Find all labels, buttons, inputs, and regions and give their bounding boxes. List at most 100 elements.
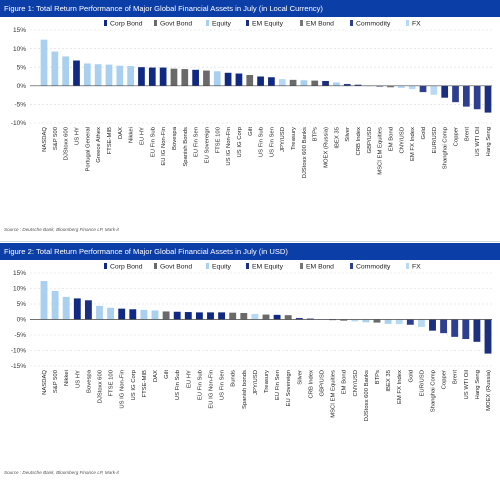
bar-djstoxx-600-banks xyxy=(300,80,308,86)
bar-s-p-500 xyxy=(51,290,59,320)
bar-msci-em-equities xyxy=(376,85,384,87)
x-tick-label: Brent xyxy=(464,127,470,141)
legend-swatch-corp-bond xyxy=(104,20,107,26)
x-tick-label: DJStoxx 600 xyxy=(98,369,104,403)
y-tick-label: -5% xyxy=(14,102,26,109)
bar-eu-sovereign xyxy=(203,70,210,86)
x-tick-label: EU Sovereign xyxy=(204,127,210,163)
bar-crb-index xyxy=(354,84,362,86)
figure-2-title: Figure 2: Total Return Performance of Ma… xyxy=(0,243,500,260)
x-tick-label: US Fin Sen xyxy=(269,127,275,157)
bar-eu-hy xyxy=(184,312,192,320)
x-tick-label: CRB Index xyxy=(356,127,362,156)
y-tick-label: 15% xyxy=(13,270,26,277)
bar-us-fin-sen xyxy=(218,312,226,320)
y-tick-label: -5% xyxy=(14,332,26,339)
x-tick-label: EU IG Non-Fin xyxy=(161,127,167,166)
x-tick-label: EU Fin Sub xyxy=(197,369,203,400)
x-tick-label: US IG Corp xyxy=(131,369,137,400)
y-tick-label: 15% xyxy=(13,27,26,34)
bar-bovespa xyxy=(84,300,92,320)
bar-dax xyxy=(151,310,159,320)
x-tick-label: CNY/USD xyxy=(353,370,359,397)
x-tick-label: US Fin Sub xyxy=(175,369,181,400)
x-tick-label: FTSE-MIB xyxy=(142,370,148,398)
x-tick-label: EM Bond xyxy=(342,370,348,394)
bar-djstoxx-600-banks xyxy=(362,319,370,323)
x-tick-label: DAX xyxy=(118,127,124,139)
x-tick-label: Spanish bonds xyxy=(242,370,248,409)
bar-s-p-500 xyxy=(51,51,59,86)
legend-label-commodity: Commodity xyxy=(356,21,391,28)
y-tick-label: 0% xyxy=(17,317,27,324)
bar-gold xyxy=(406,319,414,325)
x-tick-label: CRB Index xyxy=(308,370,314,399)
figure-1-title: Figure 1: Total Return Performance of Ma… xyxy=(0,0,500,17)
bar-gold xyxy=(419,85,427,93)
legend-swatch-corp-bond xyxy=(104,263,107,269)
panel-separator xyxy=(0,241,500,242)
x-tick-label: DJStoxx 600 xyxy=(64,126,70,160)
bar-gilt xyxy=(162,311,170,320)
x-tick-label: Bovespa xyxy=(172,126,178,150)
bar-us-ig-corp xyxy=(129,309,137,320)
bar-moex-russia xyxy=(322,80,329,86)
bar-us-ig-non-fin xyxy=(224,72,232,86)
x-tick-label: Silver xyxy=(297,370,303,385)
bar-cny-usd xyxy=(398,85,405,89)
legend-swatch-equity xyxy=(206,20,209,26)
x-tick-label: FTSE-MIB xyxy=(107,127,113,155)
bar-djstoxx-600 xyxy=(96,305,103,320)
x-tick-label: Gold xyxy=(421,127,427,139)
x-tick-label: IBEX 35 xyxy=(386,369,392,391)
bar-brent xyxy=(451,319,459,337)
x-tick-label: Hang Seng xyxy=(486,127,492,156)
x-tick-label: US HY xyxy=(74,127,80,145)
bar-ftse-100 xyxy=(107,307,115,320)
bar-us-hy xyxy=(73,298,81,320)
legend-label-corp-bond: Corp Bond xyxy=(110,21,143,28)
x-tick-label: BTPs xyxy=(375,370,381,384)
x-tick-label: EU IG Non-Fin xyxy=(209,370,215,409)
bar-treasury xyxy=(262,314,270,320)
x-tick-label: S&P 500 xyxy=(53,369,59,393)
x-tick-label: Treasury xyxy=(291,127,297,150)
x-tick-label: S&P 500 xyxy=(53,126,59,150)
bar-eu-fin-sen xyxy=(273,314,281,320)
figure-2-source: Source : Deutsche Bank, Bloomberg Financ… xyxy=(4,470,119,475)
bar-eur-usd xyxy=(417,319,425,327)
x-tick-label: NASDAQ xyxy=(42,370,48,395)
bar-spanish-bonds xyxy=(181,69,189,86)
x-tick-label: EUR/USD xyxy=(419,370,425,397)
x-tick-label: Bovespa xyxy=(86,369,92,393)
y-tick-label: 10% xyxy=(13,286,26,293)
x-tick-label: Gilt xyxy=(248,127,254,136)
bar-em-bond xyxy=(340,319,348,321)
bar-us-wti-oil xyxy=(462,319,470,340)
x-tick-label: IBEX 35 xyxy=(334,126,340,148)
bar-eur-usd xyxy=(430,85,438,95)
legend-swatch-em-bond xyxy=(300,20,303,26)
bar-em-fx-index xyxy=(395,319,403,325)
bar-brent xyxy=(462,85,470,107)
legend-label-em-bond: EM Bond xyxy=(306,264,334,271)
bar-us-ig-non-fin xyxy=(118,308,126,320)
x-tick-label: DJStoxx 600 Banks xyxy=(302,127,308,178)
x-tick-label: US WTI Oil xyxy=(475,127,481,156)
bar-gilt xyxy=(246,75,254,86)
legend-label-em-bond: EM Bond xyxy=(306,21,334,28)
legend-label-em-equity: EM Equity xyxy=(252,264,284,271)
x-tick-label: US IG Corp xyxy=(237,126,243,157)
x-tick-label: Bunds xyxy=(231,370,237,387)
x-tick-label: CNY/USD xyxy=(399,127,405,154)
bar-eu-fin-sub xyxy=(195,312,203,320)
x-tick-label: Nikkei xyxy=(64,370,70,386)
legend-swatch-commodity xyxy=(350,20,353,26)
bar-bovespa xyxy=(170,68,178,86)
x-tick-label: DJStoxx 600 Banks xyxy=(364,370,370,421)
x-tick-label: Copper xyxy=(454,127,460,146)
x-tick-label: MSCI EM Equities xyxy=(378,127,384,175)
bar-nikkei xyxy=(127,66,134,86)
bar-ftse-mib xyxy=(140,309,148,320)
bar-nikkei xyxy=(62,296,70,320)
